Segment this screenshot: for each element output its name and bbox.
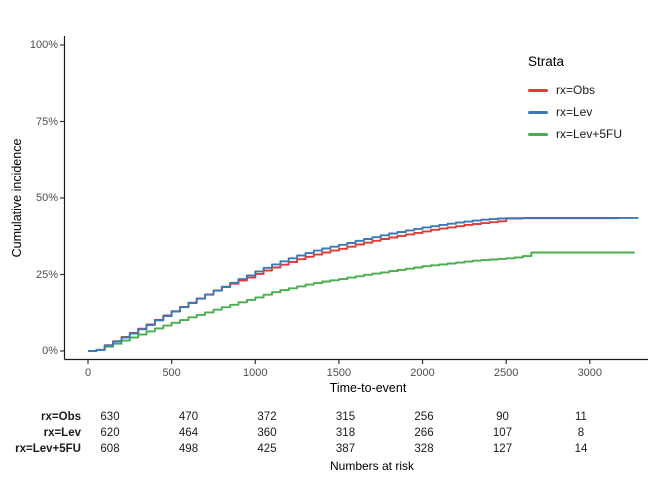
risk-count: 328 [414, 443, 434, 455]
risk-row-rx-lev-5fu: rx=Lev+5FU 608 498 425 387 328 127 14 [0, 441, 672, 457]
risk-count: 630 [100, 411, 120, 423]
risk-count: 498 [178, 443, 199, 455]
legend-item-label: rx=Lev+5FU [556, 127, 623, 141]
risk-table-caption: Numbers at risk [329, 459, 415, 473]
risk-count: 318 [335, 427, 356, 439]
y-tick-label: 75% [35, 115, 58, 128]
x-axis-title: Time-to-event [329, 381, 407, 395]
legend-item-rx-lev-5fu: rx=Lev+5FU [528, 123, 622, 145]
risk-count: 372 [257, 411, 277, 423]
legend: Strata rx=Obs rx=Lev rx=Lev+5FU [528, 54, 622, 145]
risk-row-rx-lev: rx=Lev 620 464 360 318 266 107 8 [0, 425, 672, 441]
legend-item-label: rx=Obs [556, 83, 596, 97]
legend-line-swatch [528, 132, 548, 136]
legend-title: Strata [528, 54, 565, 69]
legend-item-rx-obs: rx=Obs [528, 79, 622, 101]
risk-count: 464 [178, 427, 199, 439]
series-line-rx-obs [88, 217, 620, 352]
legend-line-swatch [528, 110, 548, 114]
risk-count: 620 [100, 427, 120, 439]
x-tick-label: 3000 [577, 367, 603, 379]
risk-count: 256 [414, 411, 434, 423]
x-tick-label: 0 [84, 367, 92, 379]
legend-item-rx-lev: rx=Lev [528, 101, 622, 123]
x-tick-label: 2000 [410, 367, 435, 379]
risk-count: 107 [492, 427, 513, 439]
risk-count: 11 [575, 411, 587, 423]
risk-row-rx-obs: rx=Obs 630 470 372 315 256 90 11 [0, 409, 672, 425]
risk-count: 127 [492, 443, 513, 455]
y-tick-label: 100% [29, 39, 58, 51]
risk-count: 14 [574, 443, 588, 455]
series-line-rx-lev [88, 216, 639, 352]
x-tick-label: 500 [162, 367, 181, 379]
legend-items: rx=Obs rx=Lev rx=Lev+5FU [528, 79, 622, 145]
risk-count: 8 [577, 427, 585, 439]
risk-count: 90 [496, 411, 509, 423]
risk-count: 425 [257, 443, 277, 455]
y-tick-label: 25% [35, 268, 58, 281]
legend-line-swatch [528, 88, 548, 92]
risk-count: 470 [178, 411, 199, 423]
y-tick-label: 50% [35, 192, 58, 204]
series-line-rx-lev-5fu [88, 251, 636, 352]
risk-count: 315 [335, 411, 356, 423]
legend-item-label: rx=Lev [556, 105, 593, 119]
x-tick-label: 2500 [493, 367, 519, 379]
x-tick-label: 1500 [326, 367, 352, 379]
risk-row-label: rx=Obs [41, 411, 81, 423]
x-tick-label: 1000 [243, 367, 268, 379]
risk-count: 266 [414, 427, 434, 439]
risk-count: 387 [335, 443, 356, 455]
risk-row-label: rx=Lev+5FU [15, 443, 81, 455]
y-tick-label: 0% [42, 345, 58, 357]
numbers-at-risk-table: rx=Obs 630 470 372 315 256 90 11 rx=Lev 620 464 360… [0, 409, 672, 457]
risk-row-label: rx=Lev [43, 427, 81, 439]
risk-count: 360 [257, 427, 277, 439]
risk-count: 608 [100, 443, 120, 455]
